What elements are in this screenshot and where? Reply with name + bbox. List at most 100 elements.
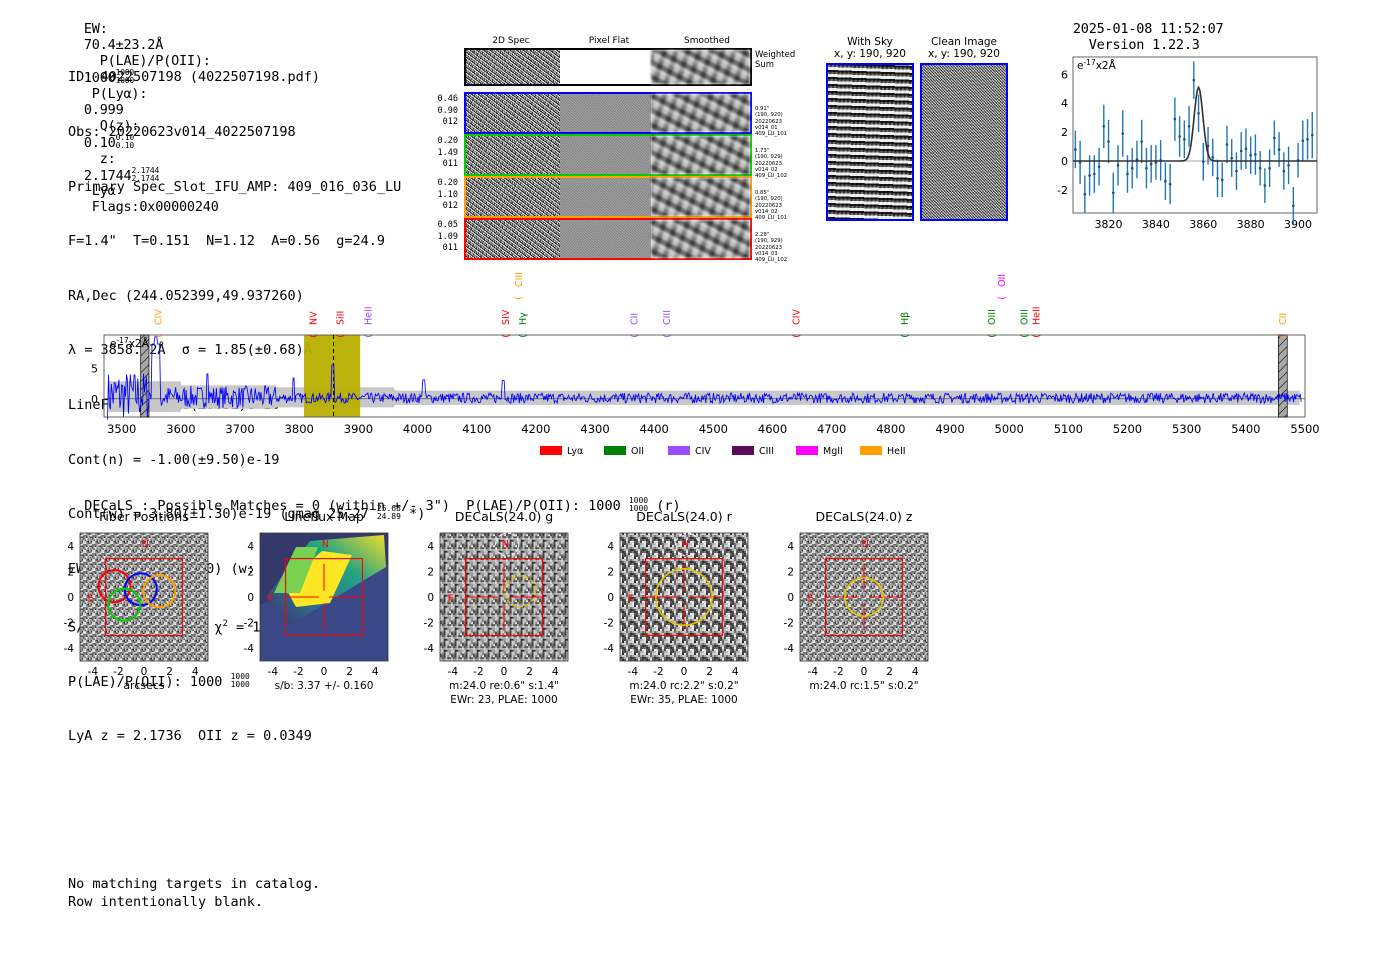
svg-text:2: 2 (787, 566, 794, 578)
svg-text:4500: 4500 (699, 422, 728, 436)
svg-text:3840: 3840 (1142, 218, 1170, 231)
svg-text:EWr: 23, PLAE: 1000: EWr: 23, PLAE: 1000 (450, 694, 557, 706)
svg-text:4200: 4200 (521, 422, 550, 436)
ew-label: EW: (83, 21, 108, 37)
svg-text:HeII: HeII (887, 446, 906, 457)
svg-text:2: 2 (886, 666, 893, 678)
svg-text:4: 4 (67, 541, 74, 553)
svg-text:(: ( (514, 296, 525, 300)
svg-text:3500: 3500 (107, 422, 136, 436)
svg-text:m:24.0 rc:2.2" s:0.2": m:24.0 rc:2.2" s:0.2" (629, 680, 738, 692)
info-seeing-line: F=1.4" T=0.151 N=1.12 A=0.56 g=24.9 (68, 233, 385, 250)
info-radec-line: RA,Dec (244.052399,49.937260) (68, 287, 304, 304)
clean-image-subtitle: x, y: 190, 920 (928, 48, 1000, 60)
spec2d-col-title-smoothed: Smoothed (684, 36, 730, 46)
svg-text:6: 6 (1061, 68, 1068, 81)
svg-text:-4: -4 (628, 666, 639, 678)
fiber-smoothed (650, 220, 750, 258)
svg-text:N: N (502, 539, 509, 550)
svg-text:e-17x2Å: e-17x2Å (110, 336, 150, 350)
svg-text:4300: 4300 (580, 422, 609, 436)
clean-image-cutout (920, 63, 1008, 221)
svg-text:-4: -4 (64, 643, 75, 655)
fiber-2dspec (466, 136, 560, 174)
svg-text:-4: -4 (784, 643, 795, 655)
svg-text:2: 2 (1061, 126, 1068, 139)
svg-text:EWr: 35, PLAE: 1000: EWr: 35, PLAE: 1000 (630, 694, 737, 706)
svg-text:DECaLS(24.0) g: DECaLS(24.0) g (455, 509, 553, 524)
fiber-pixelflat (559, 178, 651, 216)
svg-text:MgII: MgII (823, 446, 843, 457)
svg-text:0: 0 (787, 592, 794, 604)
weighted-sum-2dspec (466, 50, 560, 84)
spec2d-fiber-row (464, 134, 752, 176)
spec2d-fiber-row (464, 92, 752, 134)
footer-line-1: No matching targets in catalog. (68, 876, 320, 892)
fiber-pixelflat (559, 220, 651, 258)
fiber-2dspec (466, 220, 560, 258)
svg-text:3800: 3800 (285, 422, 314, 436)
svg-text:4000: 4000 (403, 422, 432, 436)
svg-text:(: ( (1031, 334, 1042, 338)
svg-text:E: E (628, 593, 634, 604)
svg-text:Lineflux Map: Lineflux Map (284, 509, 364, 524)
report-timestamp-block: 2025-01-08 11:52:07 Version 1.22.3 (1057, 5, 1224, 53)
svg-text:(: ( (363, 334, 374, 338)
fiber-right-labels: 0.91" (190, 920) 20220623 v014_01 409_LU_101 (755, 105, 788, 138)
svg-text:CII: CII (1278, 313, 1289, 325)
svg-text:CIV: CIV (792, 309, 803, 325)
svg-text:-4: -4 (808, 666, 819, 678)
svg-text:4100: 4100 (462, 422, 491, 436)
svg-text:-4: -4 (604, 643, 615, 655)
info-cont-w-line: Cont(w) = 3.80(±1.30)e-19 (gmag 25.27 25… (68, 504, 426, 523)
spec2d-fiber-row (464, 176, 752, 218)
spec2d-fiber-row (464, 218, 752, 260)
fiber-left-labels: 0.46 0.90 012 (437, 94, 458, 127)
svg-text:4: 4 (912, 666, 919, 678)
svg-text:0: 0 (861, 666, 868, 678)
svg-text:-4: -4 (88, 666, 99, 678)
fiber-left-labels: 0.05 1.09 011 (437, 220, 458, 253)
flags-label: Flags:0x00000240 (91, 199, 219, 216)
svg-text:(: ( (997, 296, 1008, 300)
with-sky-image (826, 63, 914, 221)
svg-text:N: N (862, 539, 869, 550)
weighted-sum-label: Weighted Sum (755, 50, 796, 70)
svg-text:CII: CII (630, 313, 641, 325)
svg-text:e-17x2Å: e-17x2Å (1077, 58, 1117, 72)
svg-text:-4: -4 (448, 666, 459, 678)
svg-text:4900: 4900 (935, 422, 964, 436)
ew-value: 70.4±23.2Å (83, 37, 164, 53)
svg-text:CIII: CIII (759, 446, 774, 457)
with-sky-title: With Sky (847, 36, 893, 48)
clean-image-title: Clean Image (930, 36, 998, 48)
svg-text:0: 0 (141, 666, 148, 678)
svg-text:5200: 5200 (1113, 422, 1142, 436)
svg-text:3900: 3900 (1284, 218, 1312, 231)
svg-text:DECaLS(24.0) r: DECaLS(24.0) r (636, 509, 732, 524)
svg-text:(: ( (153, 334, 164, 338)
svg-text:0: 0 (247, 592, 254, 604)
zoom-spectrum-chart: -2 0 2 4 6 3820 3840 3860 3880 3900 e-17x2Å (1035, 45, 1325, 250)
spec2d-col-title-pixelflat: Pixel Flat (588, 36, 630, 46)
qz-range: 0.10 0.10 (115, 132, 135, 150)
svg-text:-2: -2 (784, 618, 794, 630)
svg-text:m:24.0 rc:1.5" s:0.2": m:24.0 rc:1.5" s:0.2" (809, 680, 918, 692)
svg-text:Fiber Positions: Fiber Positions (99, 509, 189, 524)
svg-text:(: ( (518, 334, 529, 338)
svg-text:E: E (88, 593, 94, 604)
with-sky-subtitle: x, y: 190, 920 (834, 48, 906, 60)
svg-text:4: 4 (247, 541, 254, 553)
gmag-range: 25.65 24.89 (376, 504, 401, 522)
svg-text:4: 4 (1061, 97, 1068, 110)
plae-range: 1000 1000 (115, 68, 135, 85)
svg-text:4: 4 (552, 666, 559, 678)
svg-text:2: 2 (526, 666, 533, 678)
svg-text:4: 4 (787, 541, 794, 553)
svg-text:SIV: SIV (501, 309, 512, 325)
svg-text:Lyα: Lyα (567, 446, 583, 457)
z-range: 2.1744 2.1744 (131, 165, 160, 183)
fiber-left-labels: 0.20 1.10 012 (437, 178, 458, 211)
svg-text:5300: 5300 (1172, 422, 1201, 436)
svg-text:4: 4 (607, 541, 614, 553)
